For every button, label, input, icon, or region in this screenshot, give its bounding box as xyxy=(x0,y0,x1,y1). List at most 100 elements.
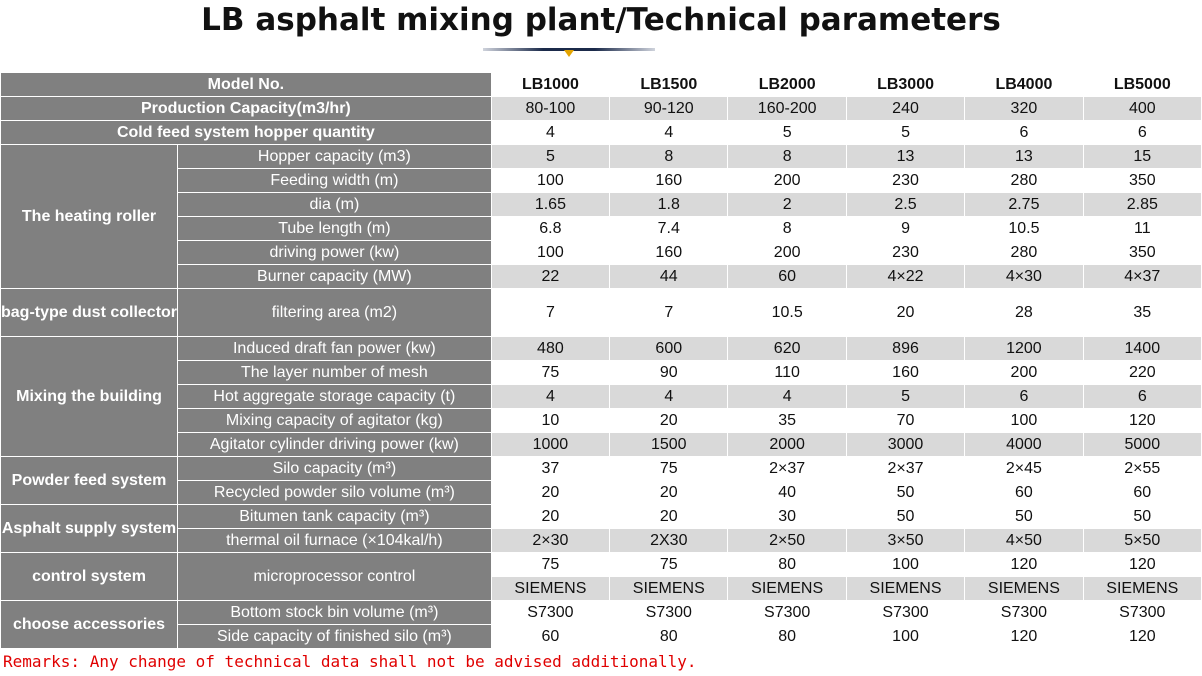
value-cell: 4 xyxy=(490,120,611,145)
model-lb4000: LB4000 xyxy=(964,72,1084,97)
value-cell: SIEMENS xyxy=(727,576,847,601)
value-cell: SIEMENS xyxy=(964,576,1084,601)
value-cell: 5 xyxy=(845,120,966,145)
value-cell: S7300 xyxy=(1082,600,1202,625)
table-row: Feeding width (m) 100 160 200 230 280 35… xyxy=(1,168,1202,193)
value-cell: 9 xyxy=(845,216,966,241)
value-cell: 6 xyxy=(964,384,1084,409)
value-cell: 480 xyxy=(490,336,611,361)
row-label: Hopper capacity (m3) xyxy=(177,144,492,169)
value-cell: 896 xyxy=(845,336,966,361)
value-cell: 70 xyxy=(845,408,966,433)
table-row: Production Capacity(m3/hr) 80-100 90-120… xyxy=(0,96,1202,121)
value-cell: 80-100 xyxy=(490,96,611,121)
value-cell: 75 xyxy=(490,360,611,385)
value-cell: 20 xyxy=(609,480,729,505)
value-cell: 280 xyxy=(964,168,1084,193)
value-cell: 20 xyxy=(609,408,729,433)
table-row: dia (m) 1.65 1.8 2 2.5 2.75 2.85 xyxy=(1,192,1202,217)
value-cell: S7300 xyxy=(490,600,611,625)
value-cell: 2X30 xyxy=(609,528,729,553)
row-label: driving power (kw) xyxy=(177,240,492,265)
value-cell: 20 xyxy=(609,504,729,529)
remarks-note: Remarks: Any change of technical data sh… xyxy=(3,652,697,671)
table-row: Cold feed system hopper quantity 4 4 5 5… xyxy=(0,120,1202,145)
value-cell: 30 xyxy=(727,504,847,529)
value-cell: 22 xyxy=(490,264,611,289)
value-cell: 2 xyxy=(727,192,847,217)
row-label: Bottom stock bin volume (m³) xyxy=(177,600,492,625)
value-cell: 240 xyxy=(845,96,966,121)
model-lb1000: LB1000 xyxy=(490,72,611,97)
value-cell: 120 xyxy=(1082,624,1202,649)
value-cell: 35 xyxy=(1082,288,1202,337)
value-cell: 35 xyxy=(727,408,847,433)
value-cell: 44 xyxy=(609,264,729,289)
value-cell: 110 xyxy=(727,360,847,385)
value-cell: 160 xyxy=(845,360,966,385)
value-cell: 120 xyxy=(964,552,1084,577)
row-label: Feeding width (m) xyxy=(177,168,492,193)
value-cell: 4×50 xyxy=(964,528,1084,553)
value-cell: 350 xyxy=(1082,240,1202,265)
value-cell: 10 xyxy=(490,408,611,433)
value-cell: 75 xyxy=(609,456,729,481)
table-row: The layer number of mesh 75 90 110 160 2… xyxy=(1,360,1202,385)
value-cell: 2×30 xyxy=(490,528,611,553)
value-cell: 100 xyxy=(490,240,611,265)
group-label-accessories: choose accessories xyxy=(0,600,179,649)
value-cell: 37 xyxy=(490,456,611,481)
value-cell: 1500 xyxy=(609,432,729,457)
value-cell: 160 xyxy=(609,240,729,265)
value-cell: 6 xyxy=(1082,120,1202,145)
value-cell: 160 xyxy=(609,168,729,193)
table-row: control system microprocessor control 75… xyxy=(0,552,1202,601)
value-cell: 8 xyxy=(727,216,847,241)
value-cell: 280 xyxy=(964,240,1084,265)
value-cell: 15 xyxy=(1082,144,1202,169)
value-cell: 120 xyxy=(1082,408,1202,433)
value-cell: 5 xyxy=(727,120,847,145)
value-cell: 350 xyxy=(1082,168,1202,193)
value-cell: 40 xyxy=(727,480,847,505)
table-row: Hot aggregate storage capacity (t) 4 4 4… xyxy=(1,384,1202,409)
value-cell: 400 xyxy=(1082,96,1202,121)
value-cell: 1.8 xyxy=(609,192,729,217)
value-cell: 5000 xyxy=(1082,432,1202,457)
value-cell: 230 xyxy=(845,240,966,265)
value-cell: 7 xyxy=(490,288,611,337)
value-cell: 1200 xyxy=(964,336,1084,361)
group-label-dust-collector: bag-type dust collector xyxy=(0,288,179,337)
value-cell: 2×50 xyxy=(727,528,847,553)
table-row: Agitator cylinder driving power (kw) 100… xyxy=(1,432,1202,457)
value-cell: 620 xyxy=(727,336,847,361)
table-row: SIEMENS SIEMENS SIEMENS SIEMENS SIEMENS … xyxy=(1,576,1202,601)
table-row: The heating roller Hopper capacity (m3) … xyxy=(0,144,1202,289)
model-lb1500: LB1500 xyxy=(609,72,729,97)
value-cell: 4×30 xyxy=(964,264,1084,289)
value-cell: 4×37 xyxy=(1082,264,1202,289)
value-cell: 100 xyxy=(964,408,1084,433)
row-label: Bitumen tank capacity (m³) xyxy=(177,504,492,529)
value-cell: 2×55 xyxy=(1082,456,1202,481)
value-cell: 120 xyxy=(964,624,1084,649)
value-cell: 10.5 xyxy=(964,216,1084,241)
table-row: choose accessories Bottom stock bin volu… xyxy=(0,600,1202,649)
group-label-powder-feed: Powder feed system xyxy=(0,456,179,505)
value-cell: 4 xyxy=(727,384,847,409)
value-cell: 7 xyxy=(609,288,729,337)
value-cell: 600 xyxy=(609,336,729,361)
value-cell: 3×50 xyxy=(845,528,966,553)
value-cell: S7300 xyxy=(727,600,847,625)
group-label-heating-roller: The heating roller xyxy=(0,144,179,289)
value-cell: 60 xyxy=(727,264,847,289)
row-label: Mixing capacity of agitator (kg) xyxy=(177,408,492,433)
row-label: Silo capacity (m³) xyxy=(177,456,492,481)
group-label-asphalt-supply: Asphalt supply system xyxy=(0,504,179,553)
value-cell: 90-120 xyxy=(609,96,729,121)
value-cell: 1000 xyxy=(490,432,611,457)
value-cell: 4000 xyxy=(964,432,1084,457)
model-lb2000: LB2000 xyxy=(727,72,847,97)
row-label: Burner capacity (MW) xyxy=(177,264,492,289)
value-cell: 50 xyxy=(845,504,966,529)
